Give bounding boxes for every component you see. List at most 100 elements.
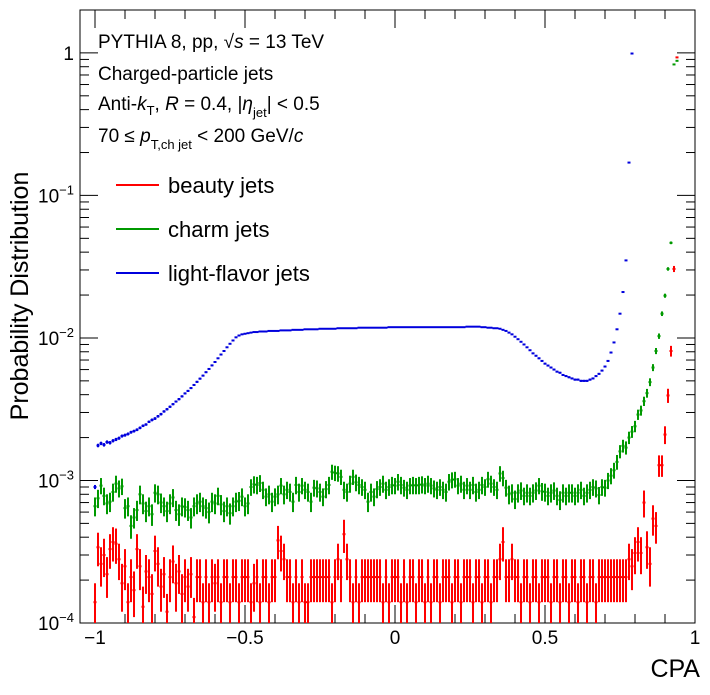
data-point bbox=[505, 330, 508, 331]
data-point bbox=[355, 475, 358, 492]
data-point bbox=[328, 328, 331, 329]
data-point bbox=[202, 497, 205, 516]
data-point bbox=[418, 477, 421, 494]
data-point bbox=[655, 348, 658, 354]
data-point bbox=[301, 478, 304, 494]
data-point bbox=[448, 559, 451, 602]
data-point bbox=[439, 327, 442, 328]
data-point bbox=[268, 486, 271, 505]
data-point bbox=[427, 559, 430, 602]
data-point bbox=[355, 328, 358, 329]
data-point bbox=[133, 430, 136, 433]
data-point bbox=[361, 327, 364, 328]
data-point bbox=[124, 499, 127, 519]
data-point bbox=[412, 559, 415, 602]
data-point bbox=[163, 497, 166, 516]
data-point bbox=[616, 329, 619, 330]
data-point bbox=[205, 371, 208, 373]
data-point bbox=[568, 376, 571, 378]
data-point bbox=[283, 544, 286, 580]
data-point bbox=[331, 328, 334, 329]
data-point bbox=[619, 313, 622, 314]
data-point bbox=[673, 64, 676, 65]
data-point bbox=[316, 329, 319, 330]
data-point bbox=[640, 537, 643, 574]
data-point bbox=[286, 559, 289, 602]
data-point bbox=[481, 477, 484, 494]
data-point bbox=[226, 497, 229, 516]
data-point bbox=[313, 480, 316, 497]
data-point bbox=[142, 494, 145, 514]
data-point bbox=[502, 329, 505, 330]
data-point bbox=[196, 381, 199, 383]
data-point bbox=[529, 583, 532, 623]
data-point bbox=[340, 328, 343, 329]
data-point bbox=[301, 329, 304, 330]
data-point bbox=[526, 559, 529, 602]
data-point bbox=[238, 583, 241, 623]
data-point bbox=[181, 395, 184, 397]
data-point bbox=[178, 398, 181, 400]
data-point bbox=[193, 497, 196, 516]
data-point bbox=[490, 476, 493, 493]
data-point bbox=[589, 559, 592, 602]
data-point bbox=[448, 474, 451, 491]
data-point bbox=[280, 330, 283, 331]
data-point bbox=[271, 493, 274, 512]
data-point bbox=[598, 373, 601, 375]
data-point bbox=[499, 328, 502, 329]
data-point bbox=[445, 484, 448, 502]
y-axis-title: Probability Distribution bbox=[6, 172, 34, 421]
data-point bbox=[427, 476, 430, 493]
data-point bbox=[664, 294, 667, 298]
data-point bbox=[217, 488, 220, 506]
data-point bbox=[343, 328, 346, 329]
data-point bbox=[253, 331, 256, 332]
data-point bbox=[376, 481, 379, 498]
data-point bbox=[406, 583, 409, 623]
data-point bbox=[652, 364, 655, 371]
data-point bbox=[535, 355, 538, 357]
data-point bbox=[520, 341, 523, 342]
data-point bbox=[154, 536, 157, 572]
data-point bbox=[202, 583, 205, 623]
y-tick-label: 10−2 bbox=[38, 325, 74, 350]
data-point bbox=[622, 559, 625, 602]
data-point bbox=[322, 328, 325, 329]
data-point bbox=[580, 482, 583, 499]
data-point bbox=[193, 598, 196, 623]
data-point bbox=[373, 327, 376, 328]
data-point bbox=[307, 329, 310, 330]
data-point bbox=[247, 494, 250, 514]
data-point bbox=[529, 488, 532, 506]
data-point bbox=[97, 444, 100, 448]
data-point bbox=[214, 564, 217, 612]
data-point bbox=[445, 327, 448, 328]
data-point bbox=[595, 583, 598, 623]
data-point bbox=[535, 482, 538, 500]
data-point bbox=[310, 493, 313, 512]
data-point bbox=[484, 479, 487, 496]
data-point bbox=[229, 503, 232, 524]
data-point bbox=[538, 583, 541, 623]
data-point bbox=[94, 485, 97, 489]
data-point bbox=[409, 559, 412, 602]
data-point bbox=[475, 559, 478, 602]
data-point bbox=[130, 431, 133, 434]
data-point bbox=[139, 427, 142, 430]
data-point bbox=[631, 426, 634, 438]
data-point bbox=[109, 493, 112, 512]
data-point bbox=[460, 327, 463, 328]
data-point bbox=[418, 327, 421, 328]
data-point bbox=[583, 380, 586, 382]
data-point bbox=[469, 326, 472, 327]
data-point bbox=[466, 559, 469, 602]
data-point bbox=[592, 479, 595, 496]
series-charm-jets bbox=[94, 60, 679, 538]
data-point bbox=[211, 365, 214, 367]
data-point bbox=[625, 441, 628, 454]
data-point bbox=[334, 466, 337, 481]
data-point bbox=[403, 559, 406, 602]
data-point bbox=[382, 327, 385, 328]
data-point bbox=[115, 438, 118, 441]
